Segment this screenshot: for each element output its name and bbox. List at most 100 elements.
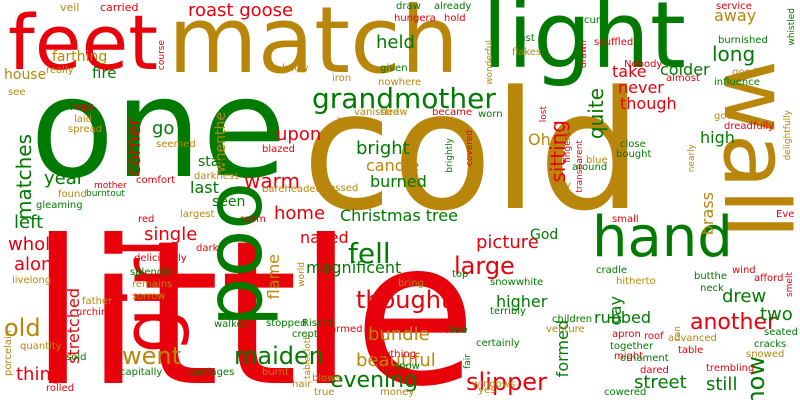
word-little: little	[30, 198, 477, 400]
word-last: last	[190, 178, 219, 197]
word-ornament: ornament	[620, 353, 669, 364]
word-never: never	[618, 78, 664, 97]
word-influence: influence	[714, 77, 760, 88]
word-snow: snow	[394, 361, 420, 372]
word-terribly: terribly	[490, 306, 526, 317]
word-apron: apron	[612, 329, 641, 340]
word-carriages: carriages	[188, 367, 235, 378]
word-children: children	[552, 314, 593, 325]
word-day: day	[606, 296, 625, 326]
word-worn: worn	[478, 109, 503, 120]
word-cowered: cowered	[604, 387, 647, 398]
word-cracks: cracks	[754, 339, 787, 350]
word-across: across	[336, 115, 369, 126]
word-room: room	[240, 214, 266, 225]
word-around: around	[572, 162, 608, 173]
word-fell: fell	[348, 237, 391, 270]
word-quite: quite	[584, 88, 608, 140]
word-roof: roof	[644, 331, 664, 342]
word-home: home	[274, 203, 326, 224]
word-found: found	[58, 189, 87, 200]
word-service: service	[716, 1, 752, 12]
word-drew: drew	[722, 286, 767, 307]
word-roast-goose: roast goose	[188, 0, 294, 21]
word-another: another	[690, 310, 777, 335]
word-hitherto: hitherto	[616, 276, 656, 287]
word-blue: blue	[586, 155, 608, 166]
word-picture: picture	[476, 232, 539, 253]
word-whistled: whistled	[787, 8, 797, 46]
word-hand: hand	[592, 205, 733, 270]
word-year: year	[44, 168, 85, 189]
word-maiden: maiden	[234, 342, 324, 370]
word-straw: straw	[380, 107, 408, 118]
word-together: together	[610, 341, 654, 352]
word-street: street	[634, 372, 687, 393]
word-yes: yes	[478, 385, 496, 396]
word-snowwhite: snowwhite	[490, 277, 544, 288]
word-high: high	[700, 128, 735, 147]
word-capitally: capitally	[120, 367, 163, 378]
word-higher: higher	[496, 292, 548, 311]
word-largest: largest	[180, 209, 215, 220]
word-really: really	[46, 65, 74, 76]
word-close: close	[620, 139, 646, 150]
word-burned: burned	[370, 172, 427, 191]
word-blazed: blazed	[262, 144, 296, 155]
word-oh: Oh	[528, 130, 551, 149]
word-burnished: burnished	[718, 35, 768, 46]
word-course: course	[157, 40, 167, 71]
word-away: away	[714, 6, 757, 25]
word-dreadfully: dreadfully	[724, 121, 775, 132]
word-mother: mother	[94, 181, 127, 191]
word-large: large	[454, 252, 515, 280]
word-goose: goose	[714, 111, 744, 122]
word-deliciously: deliciously	[134, 253, 187, 264]
word-certainly: certainly	[476, 338, 520, 349]
word-rubbed: rubbed	[594, 308, 652, 327]
word-blessed: blessed	[320, 183, 359, 194]
word-colder: colder	[660, 60, 710, 79]
word-house: house	[4, 67, 47, 83]
word-comfort: comfort	[136, 175, 176, 186]
word-red: red	[138, 214, 155, 225]
word-world: world	[297, 262, 307, 287]
word-venture: venture	[546, 324, 585, 335]
word-advanced: advanced	[668, 333, 717, 344]
word-rolled: rolled	[46, 383, 75, 394]
word-beautiful: beautiful	[356, 350, 436, 371]
word-livelong: livelong	[12, 275, 52, 286]
word-draw: draw	[396, 1, 421, 12]
word-curls: curls	[584, 15, 608, 26]
word-porcelain: porcelain	[3, 330, 14, 377]
word-drawn: drawn	[579, 40, 589, 68]
word-corner: corner	[124, 118, 145, 176]
word-held: held	[376, 32, 415, 53]
word-delightfully: delightfully	[783, 110, 793, 161]
word-bareheaded: bareheaded	[262, 184, 322, 195]
word-scuffled: scuffled	[594, 37, 634, 48]
word-eve: Eve	[776, 209, 795, 220]
word-though: though	[620, 94, 677, 113]
word-urchin: urchin	[76, 307, 108, 318]
word-thing: thing	[16, 364, 63, 385]
word-brass: brass	[698, 192, 717, 236]
word-almost: almost	[666, 73, 700, 84]
word-upon: upon	[276, 124, 322, 145]
word-wonderful: wonderful	[485, 40, 495, 85]
word-whole: whole	[8, 234, 62, 255]
word-brightly: brightly	[445, 138, 455, 173]
word-hungera: hungera	[394, 13, 436, 24]
word-covered: covered	[465, 130, 475, 167]
word-new: New	[446, 325, 468, 336]
word-god: God	[530, 227, 559, 243]
word-splendid: splendid	[130, 267, 173, 278]
word-warmed: warmed	[322, 324, 363, 335]
word-one: one	[30, 48, 287, 209]
word-see: see	[8, 87, 26, 98]
word-vanished: vanished	[354, 107, 400, 118]
word-transparent: transparent	[575, 140, 585, 193]
word-flame: flame	[264, 254, 283, 300]
word-know: know	[282, 63, 309, 74]
word-still: still	[706, 374, 738, 395]
